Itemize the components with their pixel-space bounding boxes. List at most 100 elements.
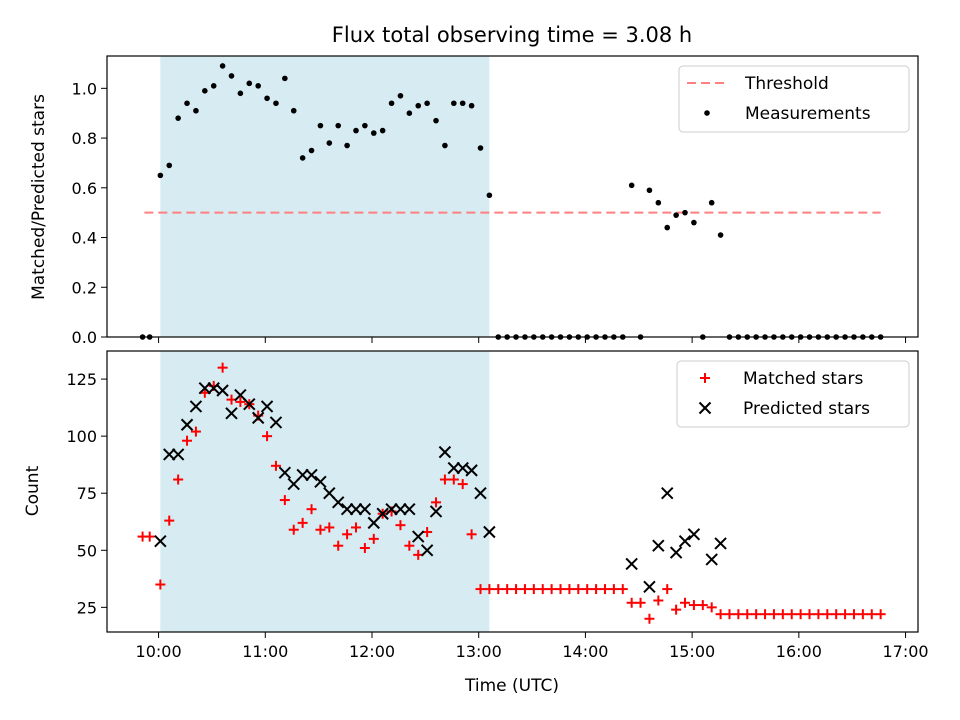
predicted-star-marker: [340, 502, 354, 516]
measurement-point: [370, 130, 377, 136]
measurement-point: [682, 209, 688, 216]
matched-star-marker: [484, 584, 495, 595]
measurement-point: [175, 115, 181, 121]
measurement-point: [228, 73, 235, 79]
y-tick-label: 0.2: [72, 278, 97, 297]
legend-label: Predicted stars: [743, 399, 870, 419]
x-tick-label: 14:00: [562, 642, 608, 661]
predicted-star-marker: [216, 384, 229, 397]
bottom-panel: 25 50 75 100 125 10:00 11:00 12:00 13:00 14:00 15…: [23, 350, 929, 661]
legend-measurement-swatch: [704, 110, 710, 116]
matched-star-marker: [555, 584, 566, 595]
matched-star-marker: [697, 600, 708, 611]
observing-span-shade: [160, 351, 490, 632]
matched-star-marker: [866, 609, 877, 620]
predicted-star-marker: [447, 461, 461, 475]
matched-star-marker: [591, 584, 602, 595]
bottom-shaded-span-layer: [160, 351, 490, 632]
legend-box: [676, 360, 910, 428]
predicted-star-marker: [207, 382, 220, 395]
matched-star-marker: [848, 609, 859, 620]
matched-star-marker: [831, 609, 842, 620]
matched-star-marker: [599, 584, 610, 595]
measurement-point: [299, 155, 306, 161]
measurement-point: [655, 199, 662, 206]
measurement-point: [468, 102, 475, 109]
y-tick-label: 0.4: [72, 229, 97, 248]
matched-star-marker: [582, 584, 593, 595]
predicted-star-marker: [705, 553, 718, 566]
y-tick-label: 1.0: [72, 79, 97, 98]
matched-star-marker: [164, 515, 175, 526]
predicted-star-marker: [154, 534, 167, 548]
matched-star-marker: [404, 540, 415, 551]
top-y-axis-label: Matched/Predicted stars: [29, 94, 49, 300]
bottom-y-ticks: 25 50 75 100 125: [66, 370, 107, 617]
predicted-star-marker: [687, 528, 701, 541]
predicted-star-marker: [669, 546, 683, 559]
predicted-star-marker: [225, 407, 238, 420]
measurement-point: [459, 100, 466, 107]
matched-star-marker: [493, 584, 504, 595]
bottom-plot-frame: [106, 350, 919, 633]
matched-star-marker: [626, 597, 637, 608]
predicted-star-marker: [243, 397, 256, 411]
matched-star-marker: [857, 609, 868, 620]
predicted-star-marker: [420, 544, 434, 557]
predicted-star-marker: [251, 411, 265, 425]
matched-star-marker: [680, 597, 691, 608]
matched-star-marker: [395, 520, 406, 531]
predicted-star-marker: [412, 530, 425, 543]
predicted-star-marker: [180, 418, 194, 431]
matched-star-marker: [786, 609, 797, 620]
measurement-point: [646, 187, 653, 194]
matched-star-marker: [519, 584, 530, 595]
measurement-point: [193, 107, 199, 114]
top-legend: Threshold Measurements: [678, 65, 910, 133]
matched-star-marker: [466, 529, 477, 540]
predicted-star-marker: [643, 580, 656, 594]
measurement-point: [451, 100, 457, 107]
matched-star-marker: [635, 597, 646, 608]
predicted-star-marker: [456, 461, 469, 475]
y-tick-label: 50: [77, 541, 97, 560]
matched-star-marker: [564, 584, 575, 595]
x-tick-label: 13:00: [456, 642, 502, 661]
matched-star-marker: [342, 529, 353, 540]
measurement-point: [362, 122, 368, 129]
y-tick-label: 75: [77, 484, 97, 503]
y-tick-label: 125: [66, 370, 97, 389]
matched-star-marker: [262, 431, 273, 442]
predicted-star-marker: [198, 382, 212, 395]
matched-star-marker: [733, 609, 744, 620]
matched-star-marker: [688, 600, 699, 611]
matched-star-marker: [804, 609, 815, 620]
matched-star-marker: [573, 584, 584, 595]
measurement-point: [344, 142, 350, 149]
top-series-layer: [139, 63, 884, 340]
top-plot-frame: [106, 55, 919, 338]
measurement-point: [353, 127, 359, 134]
measurement-point: [282, 75, 288, 82]
y-tick-label: 100: [66, 427, 97, 446]
matched-star-marker: [315, 524, 326, 535]
measurement-point: [202, 88, 208, 94]
matched-star-marker: [777, 609, 788, 620]
matched-star-marker: [724, 609, 735, 620]
predicted-star-marker: [661, 487, 674, 500]
measurement-point: [717, 232, 724, 238]
matched-star-marker: [270, 460, 281, 471]
matched-star-marker: [644, 613, 655, 624]
measurement-point: [486, 192, 493, 199]
measurement-point: [379, 127, 386, 134]
matched-star-marker: [768, 609, 779, 620]
legend-label: Threshold: [744, 74, 829, 94]
matched-star-marker: [431, 497, 442, 508]
figure-title: Flux total observing time = 3.08 h: [332, 23, 692, 47]
matched-star-marker: [502, 584, 513, 595]
predicted-star-marker: [358, 502, 372, 516]
matched-star-marker: [324, 522, 335, 533]
predicted-star-marker: [385, 502, 398, 516]
predicted-star-marker: [171, 448, 185, 461]
